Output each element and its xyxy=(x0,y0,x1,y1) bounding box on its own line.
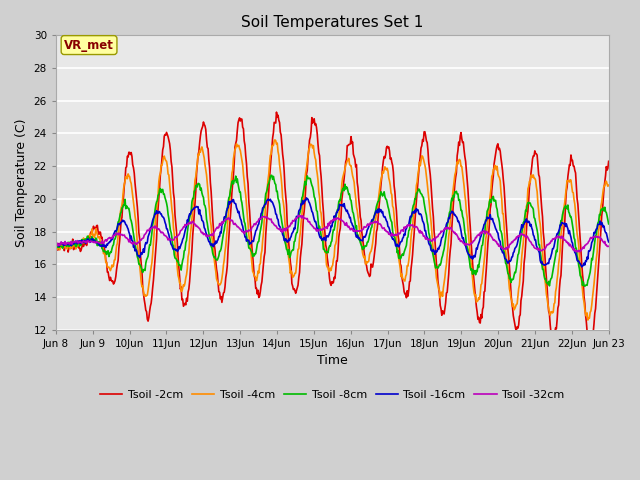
Tsoil -16cm xyxy=(52,241,60,247)
Tsoil -4cm xyxy=(584,317,592,323)
Tsoil -2cm xyxy=(204,146,212,152)
Tsoil -2cm xyxy=(273,109,280,115)
Tsoil -2cm xyxy=(400,289,408,295)
Tsoil -16cm xyxy=(204,236,212,242)
Tsoil -4cm xyxy=(271,137,279,143)
Tsoil -16cm xyxy=(605,239,612,245)
Line: Tsoil -8cm: Tsoil -8cm xyxy=(56,175,609,286)
Tsoil -8cm xyxy=(417,190,424,195)
Tsoil -8cm xyxy=(581,283,589,289)
Tsoil -4cm xyxy=(204,189,212,195)
X-axis label: Time: Time xyxy=(317,354,348,367)
Y-axis label: Soil Temperature (C): Soil Temperature (C) xyxy=(15,118,28,247)
Tsoil -2cm xyxy=(587,341,595,347)
Tsoil -32cm xyxy=(119,233,127,239)
Line: Tsoil -32cm: Tsoil -32cm xyxy=(56,216,609,252)
Tsoil -2cm xyxy=(52,247,60,252)
Tsoil -32cm xyxy=(52,242,60,248)
Tsoil -16cm xyxy=(119,217,127,223)
Line: Tsoil -4cm: Tsoil -4cm xyxy=(56,140,609,320)
Tsoil -8cm xyxy=(62,242,70,248)
Tsoil -16cm xyxy=(303,195,310,201)
Tsoil -4cm xyxy=(417,163,424,169)
Text: VR_met: VR_met xyxy=(64,38,114,51)
Title: Soil Temperatures Set 1: Soil Temperatures Set 1 xyxy=(241,15,424,30)
Tsoil -32cm xyxy=(605,243,612,249)
Legend: Tsoil -2cm, Tsoil -4cm, Tsoil -8cm, Tsoil -16cm, Tsoil -32cm: Tsoil -2cm, Tsoil -4cm, Tsoil -8cm, Tsoi… xyxy=(95,385,569,404)
Tsoil -4cm xyxy=(119,195,127,201)
Tsoil -16cm xyxy=(417,211,424,216)
Tsoil -16cm xyxy=(400,231,408,237)
Line: Tsoil -16cm: Tsoil -16cm xyxy=(56,198,609,267)
Tsoil -16cm xyxy=(175,244,182,250)
Tsoil -8cm xyxy=(175,263,182,268)
Tsoil -8cm xyxy=(204,226,212,232)
Tsoil -4cm xyxy=(400,277,408,283)
Tsoil -16cm xyxy=(578,264,586,270)
Tsoil -4cm xyxy=(62,244,70,250)
Tsoil -2cm xyxy=(119,201,127,207)
Tsoil -32cm xyxy=(175,232,182,238)
Tsoil -8cm xyxy=(605,221,612,227)
Tsoil -4cm xyxy=(175,276,182,281)
Tsoil -32cm xyxy=(417,228,424,233)
Tsoil -8cm xyxy=(52,243,60,249)
Tsoil -32cm xyxy=(295,213,303,218)
Line: Tsoil -2cm: Tsoil -2cm xyxy=(56,112,609,344)
Tsoil -32cm xyxy=(573,249,581,255)
Tsoil -32cm xyxy=(204,233,212,239)
Tsoil -2cm xyxy=(175,265,182,271)
Tsoil -32cm xyxy=(400,224,408,230)
Tsoil -4cm xyxy=(605,182,612,188)
Tsoil -16cm xyxy=(62,241,70,247)
Tsoil -32cm xyxy=(62,242,70,248)
Tsoil -8cm xyxy=(400,249,408,255)
Tsoil -8cm xyxy=(268,172,275,178)
Tsoil -2cm xyxy=(62,244,70,250)
Tsoil -4cm xyxy=(52,246,60,252)
Tsoil -2cm xyxy=(417,154,424,160)
Tsoil -2cm xyxy=(605,158,612,164)
Tsoil -8cm xyxy=(119,204,127,210)
